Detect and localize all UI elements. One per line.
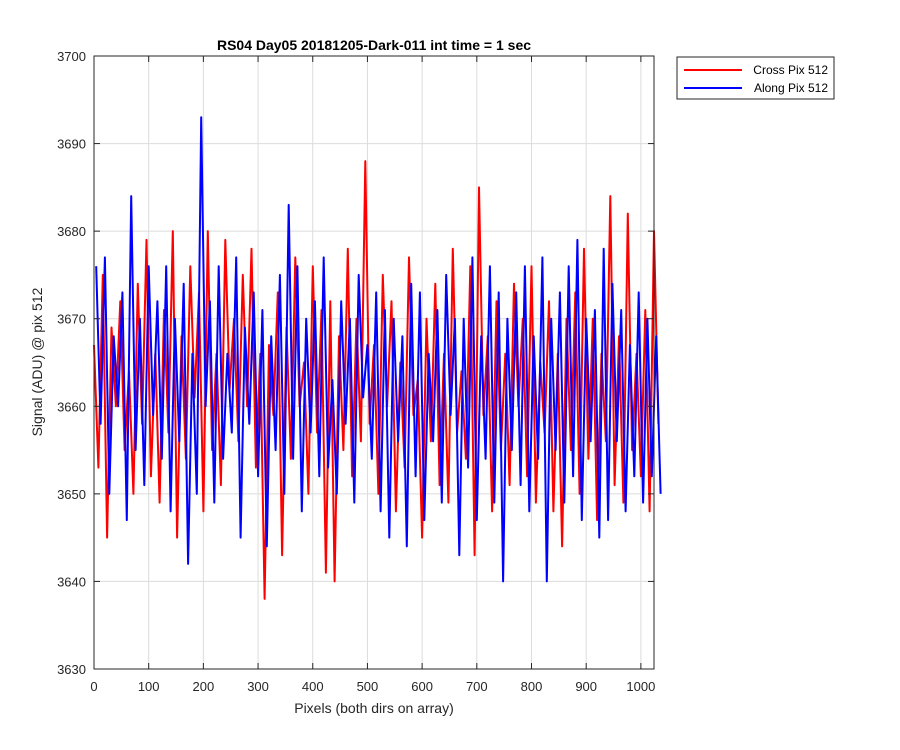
x-tick-label: 600 [411, 679, 433, 694]
y-tick-label: 3700 [57, 49, 86, 64]
x-tick-label: 700 [466, 679, 488, 694]
legend-box [676, 56, 835, 100]
x-tick-label: 800 [521, 679, 543, 694]
x-tick-label: 500 [357, 679, 379, 694]
x-tick-label: 1000 [626, 679, 655, 694]
y-tick-label: 3690 [57, 137, 86, 152]
x-tick-label: 100 [138, 679, 160, 694]
x-axis-label: Pixels (both dirs on array) [294, 700, 454, 716]
cross-pix-512-line [93, 160, 660, 600]
x-tick-label: 900 [575, 679, 597, 694]
x-tick-label: 400 [302, 679, 324, 694]
y-tick-label: 3640 [57, 574, 86, 589]
legend: Cross Pix 512 Along Pix 512 [676, 56, 835, 100]
y-tick-label: 3630 [57, 662, 86, 677]
y-tick-label: 3650 [57, 487, 86, 502]
plot-frame [93, 55, 655, 670]
y-tick-label: 3670 [57, 312, 86, 327]
series-lines [93, 116, 662, 600]
along-pix-512-line [95, 116, 662, 583]
x-tick-label: 300 [247, 679, 269, 694]
y-tick-label: 3660 [57, 399, 86, 414]
y-axis-label: Signal (ADU) @ pix 512 [29, 287, 45, 436]
x-tick-label: 0 [90, 679, 97, 694]
y-tick-label: 3680 [57, 224, 86, 239]
axis-ticks: 0 100 200 300 400 500 600 700 800 900 1000 3630 3640… [57, 49, 655, 694]
chart-title: RS04 Day05 20181205-Dark-011 int time = … [217, 37, 531, 53]
x-tick-label: 200 [193, 679, 215, 694]
legend-label-along: Along Pix 512 [754, 81, 828, 95]
legend-label-cross: Cross Pix 512 [753, 63, 828, 77]
